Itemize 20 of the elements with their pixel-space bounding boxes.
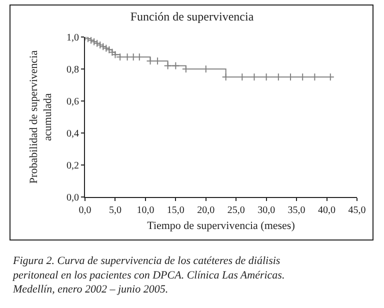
x-tick-label: 30,0 [258, 205, 276, 216]
y-tick-label: 0,4 [66, 128, 79, 140]
x-tick-label: 15,0 [166, 205, 184, 216]
x-tick-label: 25,0 [227, 205, 245, 216]
x-tick-label: 40,0 [318, 205, 336, 216]
y-tick-label: 1,0 [66, 32, 79, 44]
y-tick-label: 0,0 [66, 192, 79, 204]
text: Figura 2. Curva de supervivencia de los catéteres de diálisis peritoneal en los pacientes con DPCA. Clínica Las Américas. Medellín, enero 2002 – junio 2005. [12, 255, 285, 296]
x-tick-label: 20,0 [197, 205, 215, 216]
y-tick-label: 0,2 [66, 160, 79, 172]
y-tick-label: 0,6 [66, 96, 79, 108]
x-tick-label: 45,0 [348, 205, 366, 216]
x-axis-title: Tiempo de supervivencia (meses) [147, 220, 296, 232]
chart-title: Función de supervivencia [130, 9, 254, 24]
x-tick-label: 5,0 [108, 205, 122, 216]
x-tick-label: 35,0 [288, 205, 306, 216]
y-axis-title: Probabilidad de supervivencia acumulada [28, 50, 54, 184]
x-tick-label: 10,0 [136, 205, 154, 216]
y-tick-label: 0,8 [66, 64, 79, 76]
x-tick-label: 0,0 [78, 205, 92, 216]
